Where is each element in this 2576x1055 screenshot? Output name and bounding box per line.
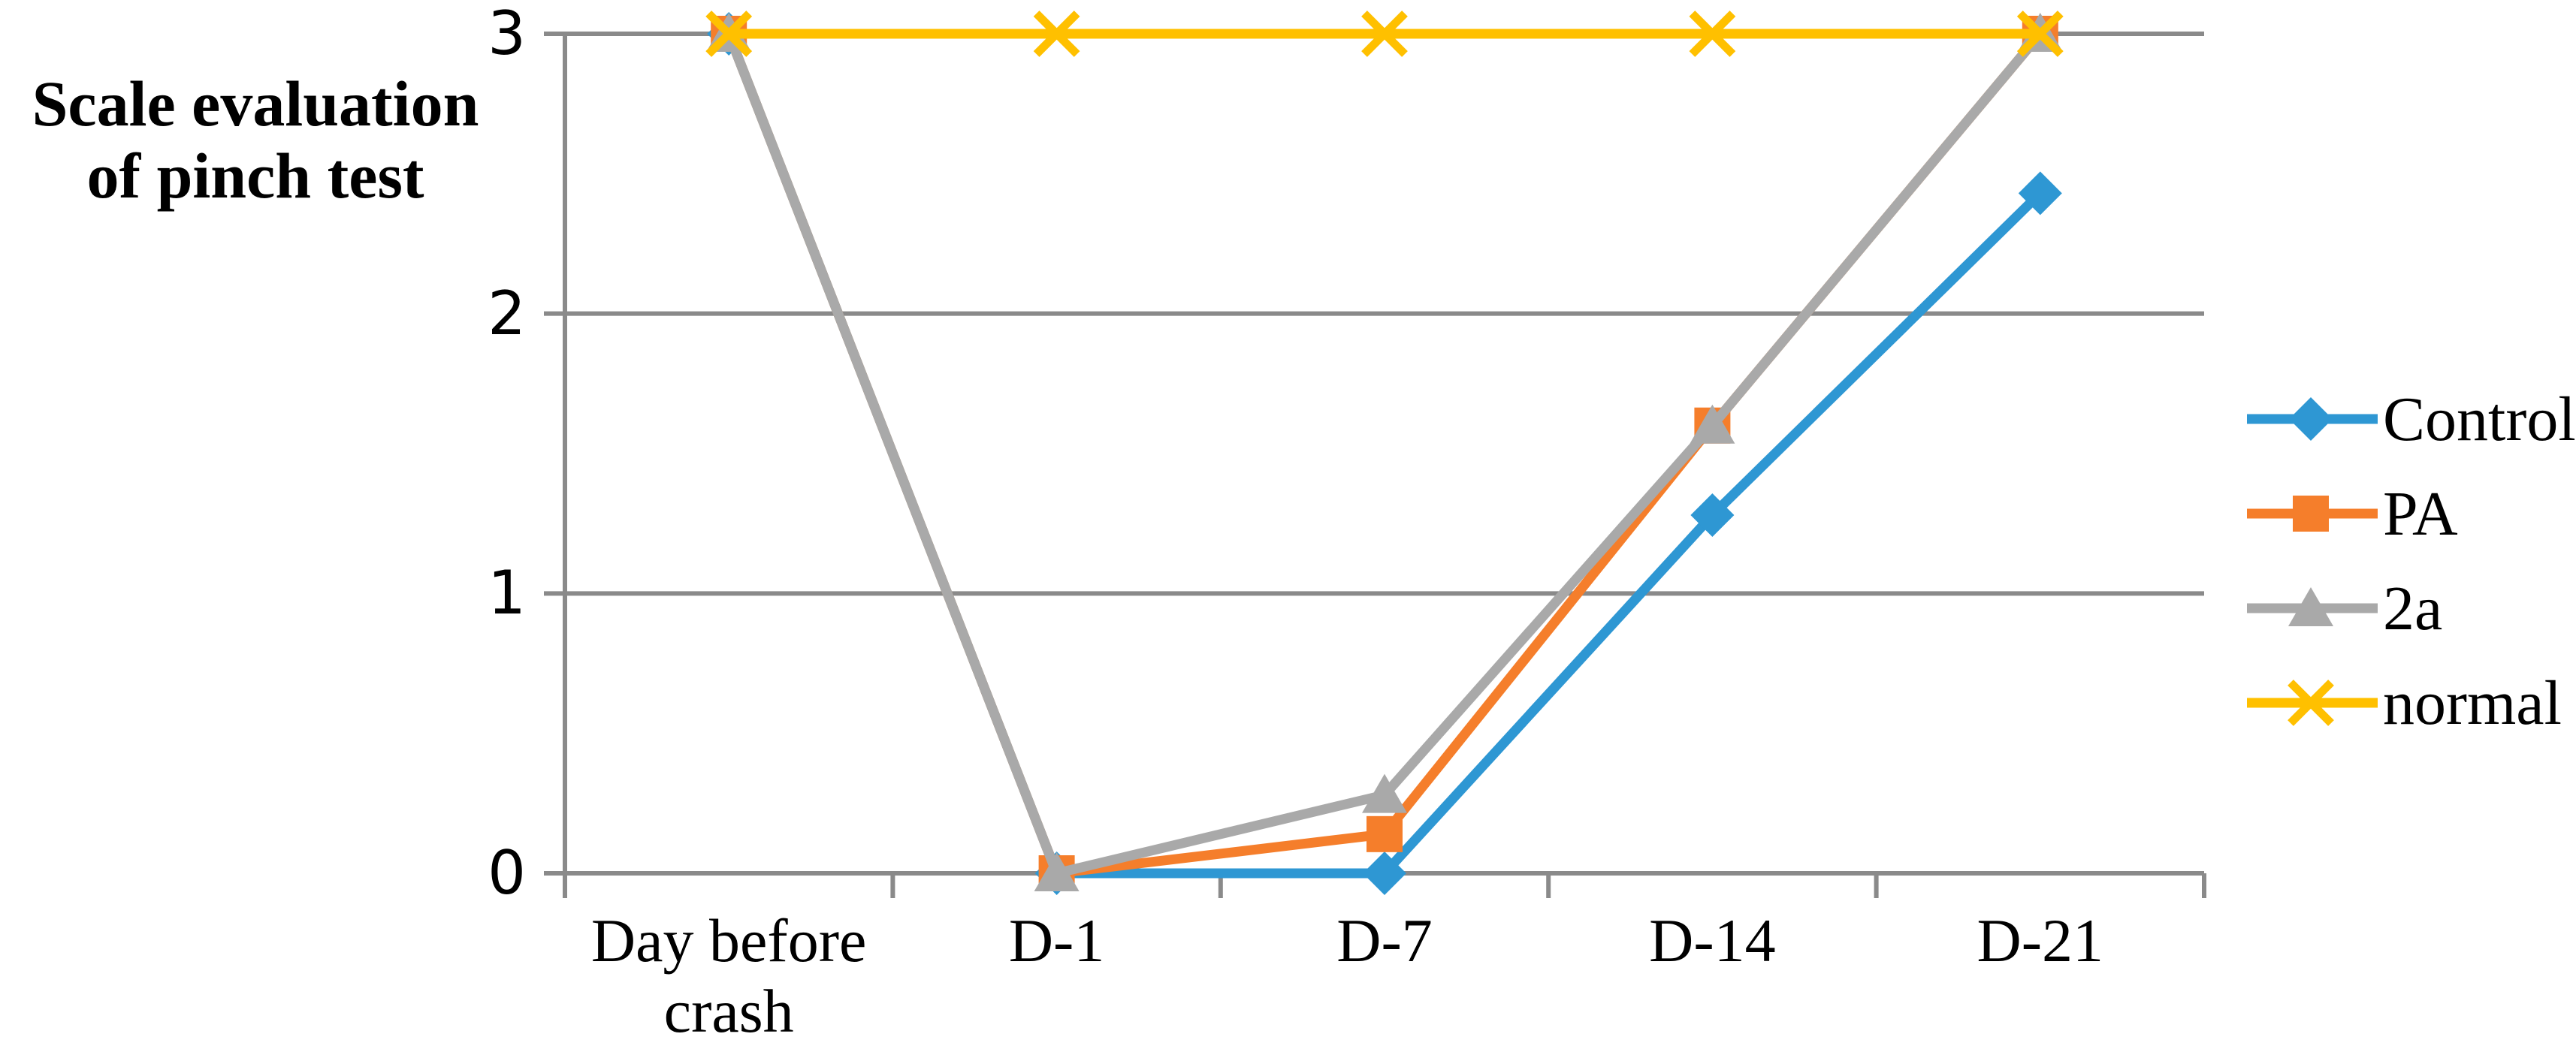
legend-swatch-normal (2247, 680, 2378, 726)
legend-label-normal: normal (2383, 668, 2562, 738)
legend-label-PA: PA (2383, 478, 2458, 549)
series-line-2a (724, 30, 2044, 879)
legend-item-normal: normal (2245, 665, 2562, 740)
x-axis-label-4: D-21 (1977, 906, 2104, 975)
legend-swatch-2a (2247, 587, 2378, 626)
y-tick-label-3: 3 (488, 0, 526, 68)
legend-item-Control: Control (2245, 381, 2576, 457)
x-axis-label-2: D-7 (1336, 906, 1433, 975)
marker-Control-3 (1690, 493, 1735, 537)
x-axis-label-0: Day before crash (590, 906, 867, 1046)
series-line-PA (724, 30, 2044, 879)
marker-2a-3 (1690, 404, 1735, 444)
marker-Control-2 (1363, 852, 1406, 895)
marker-normal-2 (1361, 11, 1408, 57)
marker-2a-2 (1362, 773, 1407, 813)
marker-PA-2 (1367, 815, 1403, 852)
marker-normal-1 (1033, 11, 1080, 57)
marker-Control-4 (2018, 171, 2062, 216)
marker-normal-3 (1689, 11, 1736, 57)
x-axis-label-1: D-1 (1008, 906, 1105, 975)
legend-marker-2a (2288, 587, 2333, 626)
legend-label-2a: 2a (2383, 573, 2443, 644)
legend-item-PA: PA (2245, 476, 2458, 551)
y-axis-title-line-1: Scale evaluation (32, 68, 479, 140)
legend-swatch-Control (2247, 397, 2378, 441)
marker-2a-1 (1034, 852, 1080, 891)
legend-marker-normal (2288, 680, 2334, 726)
legend-item-2a: 2a (2245, 571, 2442, 646)
legend-label-Control: Control (2383, 384, 2576, 454)
y-tick-label-0: 0 (488, 838, 526, 908)
y-tick-label-2: 2 (488, 278, 526, 348)
series-line-Control (724, 32, 2044, 879)
y-axis-title-line-2: of pinch test (86, 140, 424, 213)
marker-normal-4 (2016, 11, 2064, 57)
y-axis-title: Scale evaluation of pinch test (0, 68, 511, 213)
legend-swatch-PA (2247, 496, 2378, 532)
marker-normal-0 (705, 11, 753, 57)
x-axis-label-3: D-14 (1649, 906, 1776, 975)
y-tick-label-1: 1 (488, 558, 526, 628)
legend-marker-Control (2289, 397, 2333, 441)
legend-marker-PA (2293, 496, 2329, 532)
